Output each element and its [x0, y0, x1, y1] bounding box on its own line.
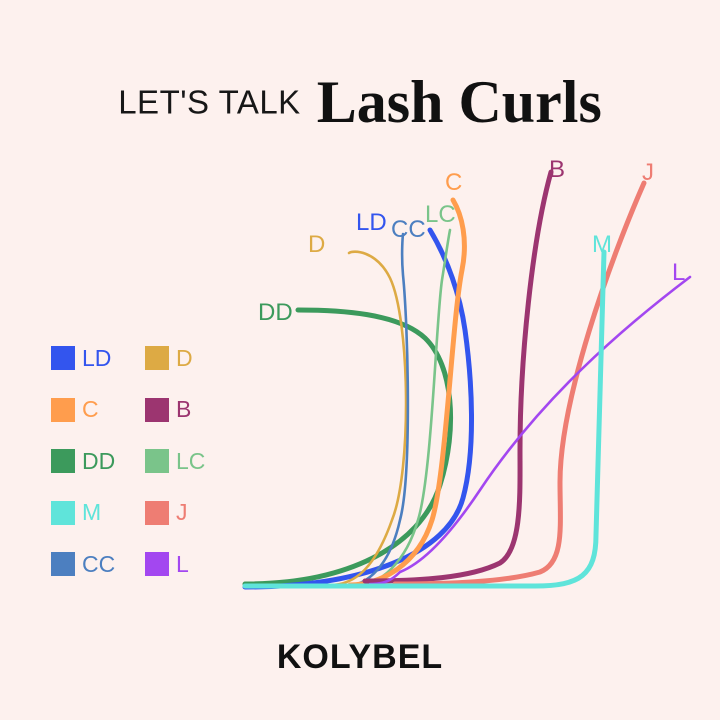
svg-text:L: L: [672, 259, 685, 286]
svg-text:D: D: [308, 231, 325, 258]
svg-text:LC: LC: [425, 201, 456, 228]
svg-text:CC: CC: [391, 216, 426, 243]
svg-text:C: C: [445, 169, 462, 196]
svg-text:M: M: [592, 231, 612, 258]
svg-text:LD: LD: [356, 209, 387, 236]
svg-text:DD: DD: [258, 299, 293, 326]
svg-text:J: J: [642, 159, 654, 186]
svg-text:B: B: [549, 156, 565, 183]
